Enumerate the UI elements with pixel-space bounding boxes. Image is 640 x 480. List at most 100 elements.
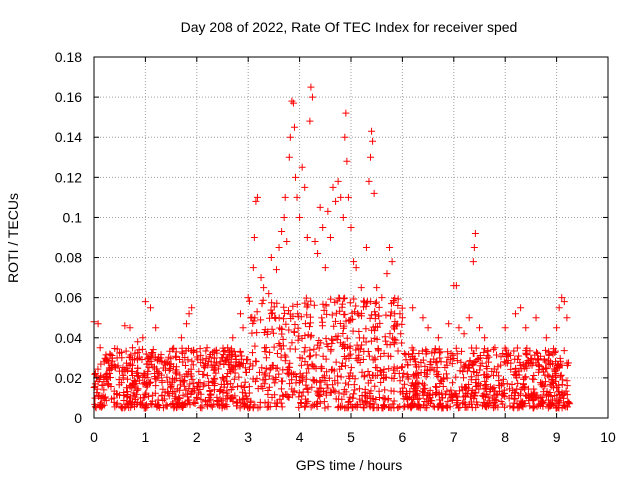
data-point	[280, 213, 288, 221]
data-point	[135, 346, 143, 354]
data-point	[381, 333, 389, 341]
data-point	[246, 365, 254, 373]
data-point	[231, 351, 239, 359]
data-point	[301, 344, 309, 352]
data-point	[158, 391, 166, 399]
data-point	[179, 391, 187, 399]
data-point	[297, 361, 305, 369]
data-point	[386, 312, 394, 320]
data-point	[342, 379, 350, 387]
data-point	[269, 329, 277, 337]
data-point	[114, 362, 122, 370]
data-point	[232, 402, 240, 410]
data-point	[481, 382, 489, 390]
data-point	[459, 399, 467, 407]
data-point	[272, 365, 280, 373]
data-point	[500, 358, 508, 366]
data-point	[171, 395, 179, 403]
data-point	[398, 320, 406, 328]
data-point	[314, 250, 322, 258]
data-point	[205, 378, 213, 386]
data-point	[512, 365, 520, 373]
data-point	[172, 348, 180, 356]
data-point	[390, 363, 398, 371]
data-point	[211, 386, 219, 394]
data-point	[270, 303, 278, 311]
data-point	[305, 353, 313, 361]
data-point	[376, 366, 384, 374]
data-point	[142, 350, 150, 358]
x-tick-label: 9	[553, 429, 561, 445]
data-point	[334, 379, 342, 387]
data-point	[169, 387, 177, 395]
data-point	[285, 363, 293, 371]
data-point	[195, 367, 203, 375]
data-point	[322, 302, 330, 310]
data-point	[219, 373, 227, 381]
data-point	[308, 93, 316, 101]
data-point	[334, 404, 342, 412]
data-point	[327, 388, 335, 396]
data-point	[286, 310, 294, 318]
data-point	[523, 344, 531, 352]
data-point	[387, 300, 395, 308]
data-point	[266, 314, 274, 322]
data-point	[327, 295, 335, 303]
data-point	[210, 366, 218, 374]
data-point	[161, 395, 169, 403]
data-point	[141, 298, 149, 306]
data-point	[110, 394, 118, 402]
y-axis-label: ROTI / TECUs	[5, 193, 21, 283]
data-point	[278, 330, 286, 338]
data-point	[560, 347, 568, 355]
data-point	[145, 358, 153, 366]
data-point	[256, 398, 264, 406]
data-point	[303, 369, 311, 377]
data-point	[309, 362, 317, 370]
data-point	[555, 304, 563, 312]
data-point	[240, 399, 248, 407]
data-point	[223, 387, 231, 395]
data-point	[303, 303, 311, 311]
data-point	[273, 364, 281, 372]
data-point	[393, 364, 401, 372]
data-point	[557, 357, 565, 365]
data-point	[210, 354, 218, 362]
data-point	[210, 374, 218, 382]
data-point	[394, 301, 402, 309]
data-point	[313, 341, 321, 349]
data-point	[497, 353, 505, 361]
data-point	[207, 401, 215, 409]
data-point	[263, 330, 271, 338]
data-point	[308, 383, 316, 391]
data-point	[556, 390, 564, 398]
data-point	[281, 193, 289, 201]
data-point	[420, 389, 428, 397]
data-point	[211, 361, 219, 369]
data-point	[91, 394, 99, 402]
data-point	[209, 349, 217, 357]
data-point	[177, 334, 185, 342]
data-point	[556, 399, 564, 407]
data-point	[286, 380, 294, 388]
data-point	[185, 310, 193, 318]
data-point	[535, 394, 543, 402]
data-point	[316, 377, 324, 385]
data-point	[234, 383, 242, 391]
data-point	[91, 380, 99, 388]
data-point	[244, 395, 252, 403]
data-point	[372, 311, 380, 319]
data-point	[378, 404, 386, 412]
data-point	[203, 372, 211, 380]
data-point	[283, 238, 291, 246]
data-point	[116, 349, 124, 357]
data-point	[352, 264, 360, 272]
data-point	[161, 388, 169, 396]
data-point	[373, 284, 381, 292]
data-point	[421, 398, 429, 406]
data-point	[294, 336, 302, 344]
data-point	[313, 402, 321, 410]
data-point	[123, 392, 131, 400]
data-point	[493, 351, 501, 359]
data-point	[323, 381, 331, 389]
